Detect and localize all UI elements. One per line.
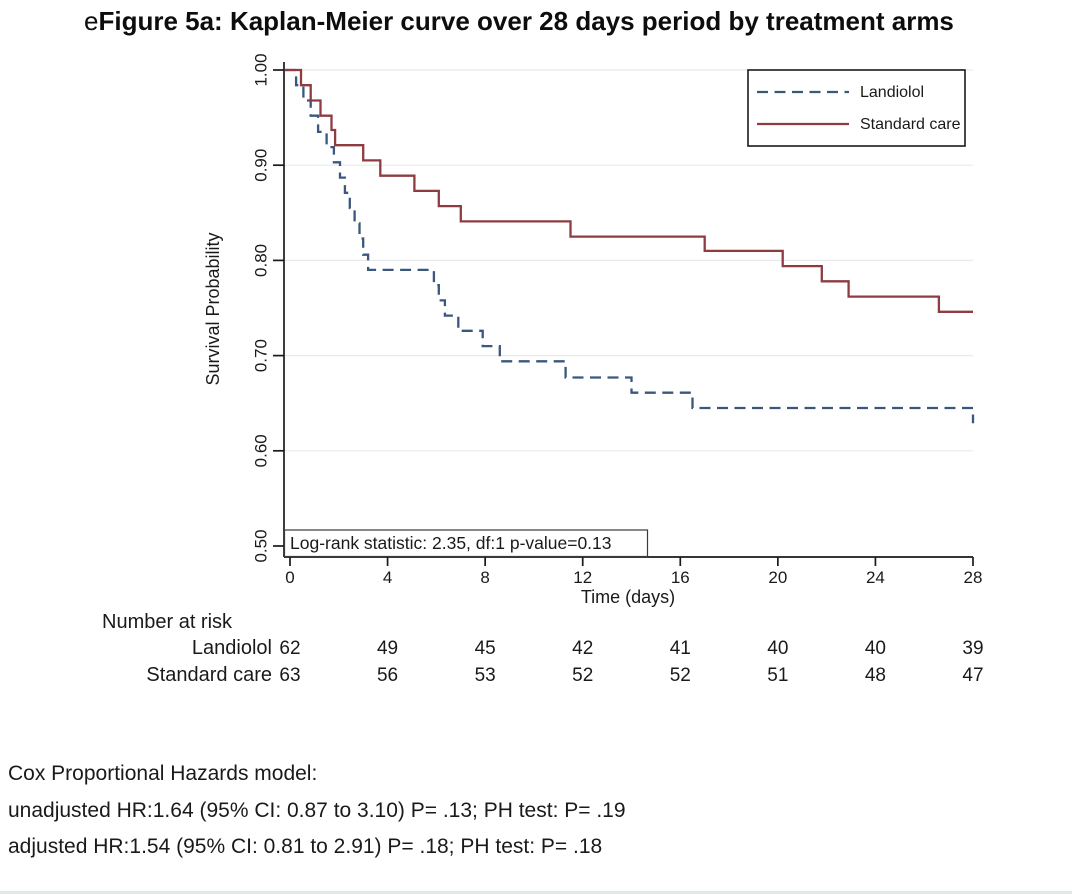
page-bottom-divider [0,891,1072,894]
legend-box [747,69,966,147]
x-tick-label: 12 [573,568,592,587]
risk-cell: 40 [864,638,886,659]
y-tick-label: 0.80 [252,244,271,277]
risk-cell: 62 [279,638,301,659]
risk-cell: 56 [376,665,399,686]
risk-cell: 41 [669,638,691,659]
y-tick-label: 1.00 [252,53,271,86]
x-tick-label: 8 [480,568,489,587]
figure-title-main: Figure 5a: Kaplan-Meier curve over 28 da… [98,6,954,36]
x-tick-label: 20 [768,568,787,587]
x-tick-label: 28 [964,568,983,587]
risk-cell: 63 [279,665,301,686]
risk-cell: 52 [572,665,594,686]
risk-cell: 45 [474,638,496,659]
risk-cell: 39 [962,638,984,659]
series-curve-standard-care [285,68,973,313]
x-tick-label: 16 [671,568,690,587]
figure-title: eFigure 5a: Kaplan-Meier curve over 28 d… [84,6,954,37]
risk-cell: 53 [474,665,496,686]
y-tick-label: 0.90 [252,149,271,182]
risk-cell: 40 [767,638,789,659]
risk-table-header: Number at risk [102,611,233,633]
logrank-annotation-box [283,529,649,558]
y-axis-title: Survival Probability [203,232,223,385]
legend: Landiolol Standard care [747,69,966,147]
risk-cell: 51 [767,665,789,686]
risk-cell: 49 [376,638,399,659]
risk-cell: 42 [572,638,594,659]
logrank-annotation: Log-rank statistic: 2.35, df:1 p-value=0… [283,529,649,558]
risk-table-row-standard-care: Standard care 63 56 53 52 52 51 48 47 [0,664,1072,692]
y-tick-label: 0.70 [252,339,271,372]
cox-model-heading: Cox Proportional Hazards model: [8,762,318,785]
km-chart: 1.00 0.90 0.80 0.70 0.60 0.50 0 4 8 12 16 20 24 28 Su… [203,53,983,607]
risk-row-label: Standard care [146,664,272,686]
x-tick-label: 4 [383,568,392,587]
legend-label-standard-care: Standard care [860,116,961,133]
figure-title-prefix: e [84,6,99,36]
risk-cell: 52 [669,665,691,686]
x-tick-label: 0 [285,568,294,587]
legend-label-landiolol: Landiolol [860,84,924,101]
series-curve-landiolol [285,68,975,424]
cox-model-unadjusted-line: unadjusted HR:1.64 (95% CI: 0.87 to 3.10… [8,799,626,822]
y-tick-label: 0.60 [252,434,271,467]
x-axis-title: Time (days) [581,587,675,607]
risk-table-row-landiolol: Landiolol 62 49 45 42 41 40 40 39 [0,637,1072,665]
logrank-annotation-text: Log-rank statistic: 2.35, df:1 p-value=0… [290,533,612,553]
plot-dynamic-layer: 1.00 0.90 0.80 0.70 0.60 0.50 0 4 8 12 16 20 24 28 [252,53,983,587]
y-tick-label: 0.50 [252,529,271,562]
risk-row-label: Landiolol [191,637,272,659]
cox-model-adjusted-line: adjusted HR:1.54 (95% CI: 0.81 to 2.91) … [8,835,603,858]
risk-cell: 47 [962,665,984,686]
risk-cell: 48 [864,665,886,686]
x-tick-label: 24 [866,568,885,587]
